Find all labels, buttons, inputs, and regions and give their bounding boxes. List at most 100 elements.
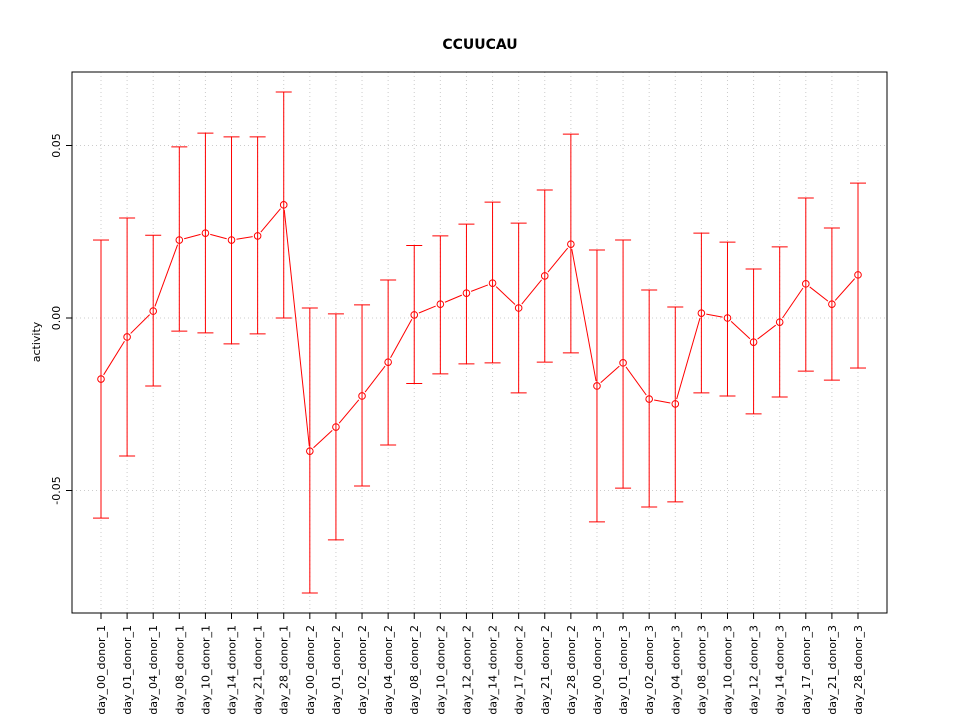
data-point: [540, 272, 549, 280]
data-point: [749, 338, 758, 346]
data-point: [593, 382, 601, 390]
series-segment: [338, 399, 360, 424]
data-point: [384, 358, 392, 366]
grid: [72, 72, 887, 613]
data-point: [828, 300, 836, 309]
series-segment: [236, 236, 253, 240]
series-segment: [757, 324, 777, 340]
x-tick-label: day_12_donor_2: [460, 625, 473, 715]
data-point: [775, 318, 784, 326]
x-tick-label: day_00_donor_1: [95, 625, 108, 715]
data-point: [306, 447, 314, 455]
series-segment: [809, 286, 829, 302]
x-tick-label: day_28_donor_1: [278, 625, 291, 715]
data-points: [97, 201, 862, 455]
data-point: [514, 304, 523, 312]
x-tick-label: day_14_donor_3: [774, 625, 787, 715]
data-point: [697, 309, 706, 317]
data-point: [567, 240, 575, 248]
series-segment: [260, 208, 281, 233]
series-segment: [706, 313, 723, 318]
series-segment: [653, 399, 671, 404]
series-segment: [676, 317, 701, 400]
series-segment: [390, 319, 413, 359]
data-point: [723, 314, 732, 322]
x-tick-label: day_08_donor_3: [695, 625, 708, 715]
x-tick-label: day_04_donor_2: [382, 625, 395, 715]
x-tick-label: day_28_donor_3: [852, 625, 865, 715]
plot-frame: [71, 71, 888, 614]
x-tick-label: day_17_donor_2: [513, 625, 526, 715]
series-segment: [313, 430, 333, 449]
x-tick-label: day_01_donor_2: [330, 625, 343, 715]
data-point: [462, 289, 471, 297]
x-tick-label: day_21_donor_2: [539, 625, 552, 715]
series-line: [103, 208, 856, 449]
x-tick-label: day_01_donor_3: [617, 625, 630, 715]
y-tick-label: -0.05: [50, 476, 63, 504]
x-tick-label: day_21_donor_3: [826, 625, 839, 715]
series-segment: [834, 278, 856, 301]
x-tick-label: day_04_donor_3: [669, 625, 682, 715]
x-tick-label: day_10_donor_2: [434, 625, 447, 715]
data-point: [332, 423, 340, 431]
x-tick-label: day_02_donor_3: [643, 625, 656, 715]
series-segment: [130, 314, 151, 334]
data-point: [410, 311, 419, 319]
data-point: [97, 375, 105, 383]
y-tick-label: 0.05: [50, 133, 63, 158]
series-segment: [521, 279, 542, 305]
data-point: [645, 395, 653, 403]
error-bars: [93, 91, 866, 594]
series-segment: [470, 284, 489, 292]
data-point: [123, 333, 131, 341]
data-point: [175, 236, 184, 244]
data-point: [436, 300, 445, 309]
x-tick-label: day_14_donor_2: [487, 625, 500, 715]
series-segment: [364, 365, 386, 393]
data-point: [227, 236, 236, 244]
series-segment: [103, 340, 125, 376]
y-tick-label: 0.00: [50, 306, 63, 331]
x-tick-label: day_08_donor_2: [408, 625, 421, 715]
data-point: [854, 271, 862, 279]
series-segment: [730, 321, 751, 340]
x-tick-label: day_12_donor_3: [748, 625, 761, 715]
data-point: [149, 307, 158, 315]
chart-title: CCUUCAU: [442, 37, 517, 53]
x-tick-label: day_04_donor_1: [147, 625, 160, 715]
x-tick-label: day_28_donor_2: [565, 625, 578, 715]
series-segment: [782, 287, 804, 319]
data-point: [488, 279, 497, 287]
axes: -0.05 0.00 0.05 day_00_donor_1 day_01_donor_…: [50, 133, 865, 714]
series-segment: [444, 294, 463, 303]
x-tick-label: day_17_donor_3: [800, 625, 813, 715]
x-tick-label: day_02_donor_2: [356, 625, 369, 715]
series-segment: [283, 209, 310, 447]
series-segment: [495, 286, 516, 305]
series-segment: [184, 233, 201, 240]
x-tick-label: day_10_donor_1: [199, 625, 212, 715]
data-point: [801, 280, 810, 288]
y-axis-label: activity: [30, 321, 43, 362]
x-tick-label: day_01_donor_1: [121, 625, 134, 715]
series-segment: [600, 365, 620, 384]
series-segment: [625, 366, 647, 396]
series-segment: [154, 244, 179, 307]
data-point: [619, 359, 627, 367]
data-point: [358, 392, 366, 400]
x-tick-label: day_10_donor_3: [721, 625, 734, 715]
data-point: [671, 400, 680, 408]
x-tick-label: day_21_donor_1: [252, 625, 265, 715]
series-segment: [210, 233, 227, 240]
x-tick-label: day_08_donor_1: [173, 625, 186, 715]
series-segment: [547, 247, 569, 273]
series-segment: [571, 248, 597, 382]
data-point: [201, 229, 210, 237]
data-point: [253, 232, 262, 240]
data-point: [279, 201, 288, 209]
series-segment: [418, 305, 436, 314]
x-tick-label: day_00_donor_3: [591, 625, 604, 715]
